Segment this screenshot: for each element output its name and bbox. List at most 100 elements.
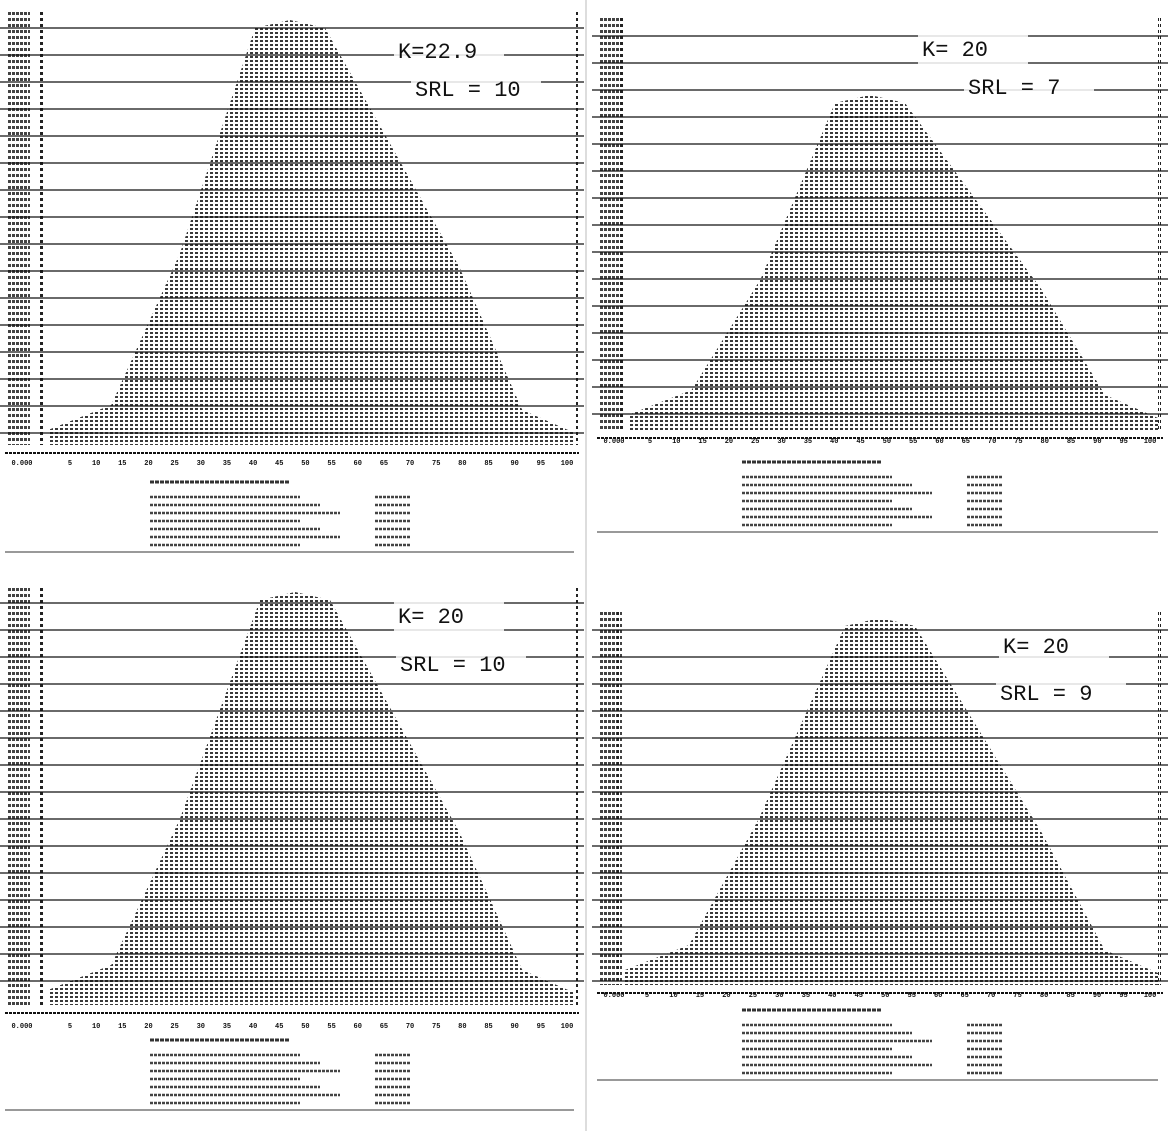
- x-tick-label: 85: [1066, 992, 1074, 1000]
- x-tick-label: 10: [669, 992, 677, 1000]
- x-tick-label: 30: [197, 1023, 205, 1031]
- x-tick-label: 70: [406, 1023, 414, 1031]
- histogram-shape: [48, 20, 575, 445]
- x-tick-label: 25: [751, 438, 759, 446]
- x-tick-label: 90: [1093, 992, 1101, 1000]
- x-tick-label: 95: [537, 1023, 545, 1031]
- left-border-dots: [40, 585, 43, 1005]
- x-tick-label: 15: [118, 460, 126, 468]
- x-tick-label: 10: [92, 460, 100, 468]
- x-tick-label: 80: [458, 1023, 466, 1031]
- x-tick-label: 90: [1093, 438, 1101, 446]
- x-tick-label: 25: [170, 460, 178, 468]
- annotation-bg: [964, 72, 1094, 102]
- x-tick-label: 70: [988, 438, 996, 446]
- x-tick-label: 60: [354, 1023, 362, 1031]
- x-tick-label: 10: [92, 1023, 100, 1031]
- right-border-dots: [575, 585, 578, 1005]
- x-tick-label: 25: [749, 992, 757, 1000]
- x-tick-label: 85: [484, 1023, 492, 1031]
- srl-annotation: SRL = 7: [968, 76, 1060, 101]
- x-tick-label: 60: [354, 460, 362, 468]
- left-border-dots: [620, 18, 623, 430]
- x-tick-label: 5: [648, 438, 652, 446]
- x-tick-label: 50: [301, 1023, 309, 1031]
- x-tick-label: 65: [380, 460, 388, 468]
- x-tick-label: 25: [170, 1023, 178, 1031]
- right-border-dots: [1158, 612, 1161, 985]
- x-tick-label: 100: [1144, 992, 1157, 1000]
- x-tick-label: 55: [909, 438, 917, 446]
- x-tick-label: 80: [1040, 992, 1048, 1000]
- x-tick-label: 20: [144, 1023, 152, 1031]
- y-axis-dots: [600, 18, 622, 430]
- x-tick-label: 5: [68, 460, 72, 468]
- right-border-dots: [575, 10, 578, 445]
- x-tick-label: 80: [458, 460, 466, 468]
- k-annotation: K= 20: [398, 605, 464, 630]
- k-annotation: K=22.9: [398, 40, 477, 65]
- x-tick-label: 60: [934, 992, 942, 1000]
- x-tick-label: 95: [1119, 992, 1127, 1000]
- x-tick-label: 50: [883, 438, 891, 446]
- x-tick-label: 65: [380, 1023, 388, 1031]
- annotation-bg: [411, 74, 541, 104]
- x-tick-label: 45: [275, 1023, 283, 1031]
- x-tick-label: 55: [327, 460, 335, 468]
- x-tick-label: 20: [725, 438, 733, 446]
- annotation-bg: [394, 36, 504, 66]
- x-tick-label: 70: [987, 992, 995, 1000]
- x-tick-label: 100: [1144, 438, 1157, 446]
- x-tick-label: 90: [510, 460, 518, 468]
- x-tick-label: 85: [1067, 438, 1075, 446]
- x-tick-label: 45: [856, 438, 864, 446]
- srl-annotation: SRL = 10: [400, 653, 506, 678]
- x-tick-label: 75: [1013, 992, 1021, 1000]
- annotation-bg: [999, 631, 1109, 661]
- histogram-shape: [48, 592, 575, 1005]
- y-axis-dots: [600, 612, 622, 985]
- left-border-dots: [617, 612, 620, 985]
- x-tick-label: 70: [406, 460, 414, 468]
- x-tick-label: 55: [327, 1023, 335, 1031]
- x-tick-label: 100: [561, 460, 574, 468]
- x-tick-label: 60: [935, 438, 943, 446]
- x-tick-label: 0.000: [11, 1023, 32, 1031]
- x-tick-label: 5: [645, 992, 649, 1000]
- x-tick-label: 15: [118, 1023, 126, 1031]
- x-tick-label: 20: [144, 460, 152, 468]
- x-tick-label: 75: [432, 1023, 440, 1031]
- x-tick-label: 0.000: [603, 992, 624, 1000]
- x-tick-label: 45: [855, 992, 863, 1000]
- x-tick-label: 40: [828, 992, 836, 1000]
- annotation-bg: [394, 601, 504, 631]
- x-tick-label: 75: [1014, 438, 1022, 446]
- right-border-dots: [1158, 18, 1161, 430]
- x-tick-label: 55: [908, 992, 916, 1000]
- x-tick-label: 45: [275, 460, 283, 468]
- x-tick-label: 0.000: [603, 438, 624, 446]
- x-tick-label: 30: [197, 460, 205, 468]
- x-tick-label: 0.000: [11, 460, 32, 468]
- x-tick-label: 95: [537, 460, 545, 468]
- x-tick-label: 50: [301, 460, 309, 468]
- x-tick-label: 35: [223, 460, 231, 468]
- left-border-dots: [40, 10, 43, 445]
- y-axis-dots: [8, 585, 30, 1005]
- srl-annotation: SRL = 10: [415, 78, 521, 103]
- x-tick-label: 35: [802, 992, 810, 1000]
- x-tick-label: 50: [881, 992, 889, 1000]
- x-tick-label: 95: [1119, 438, 1127, 446]
- x-tick-label: 30: [775, 992, 783, 1000]
- histogram-shape: [625, 618, 1158, 985]
- x-tick-label: 100: [561, 1023, 574, 1031]
- x-tick-label: 15: [696, 992, 704, 1000]
- x-tick-label: 15: [698, 438, 706, 446]
- k-annotation: K= 20: [922, 38, 988, 63]
- srl-annotation: SRL = 9: [1000, 682, 1092, 707]
- x-tick-label: 30: [777, 438, 785, 446]
- x-tick-label: 65: [960, 992, 968, 1000]
- histogram-shape: [628, 95, 1158, 430]
- x-tick-label: 40: [830, 438, 838, 446]
